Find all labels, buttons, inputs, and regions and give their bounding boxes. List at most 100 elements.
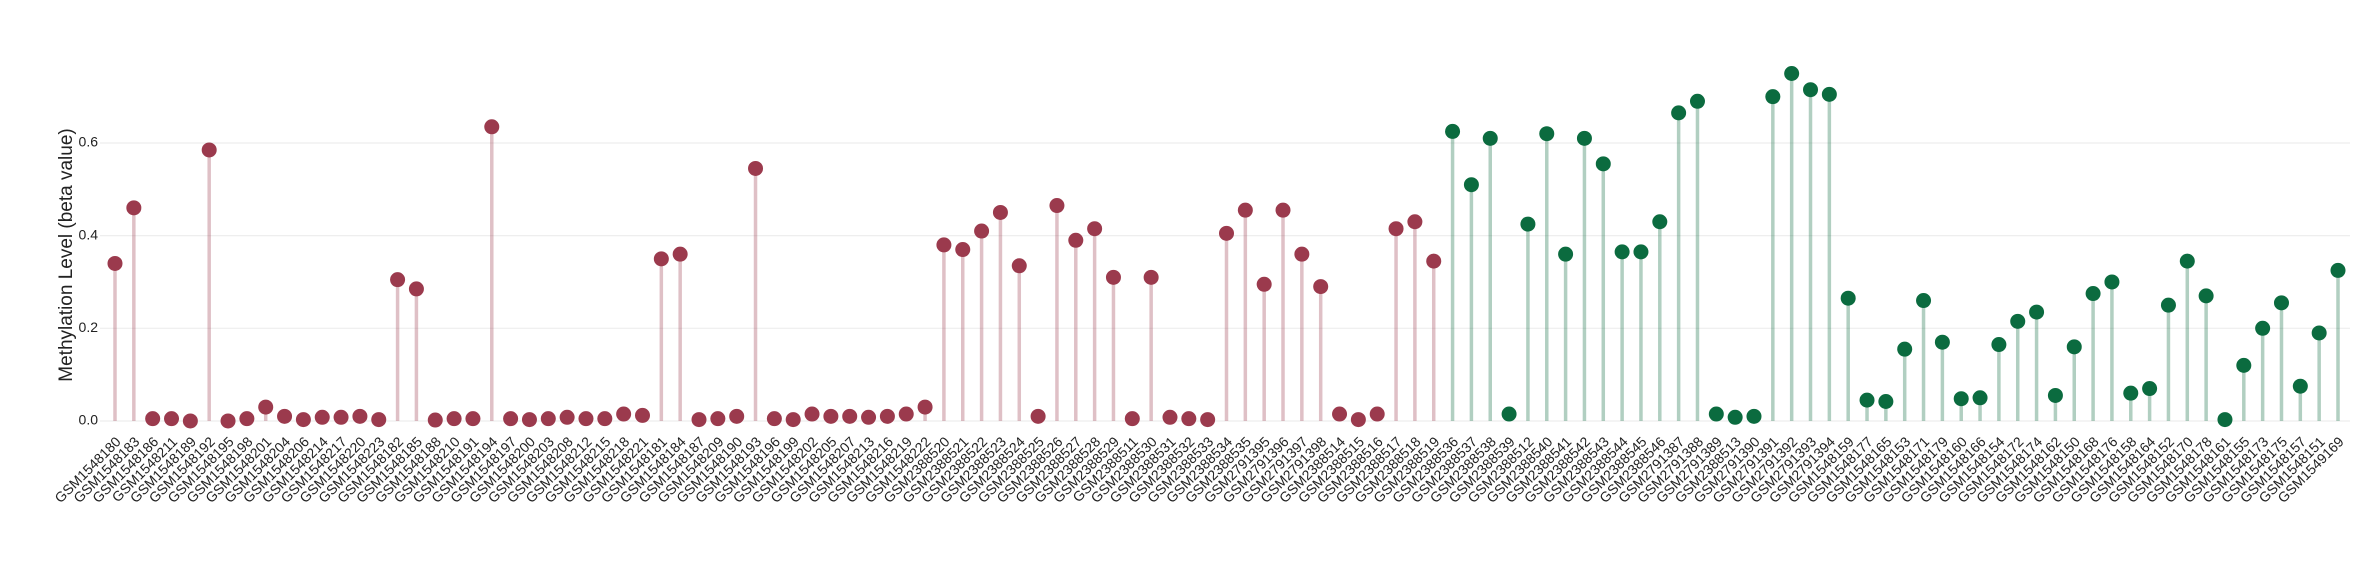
marker (1784, 65, 1800, 81)
marker (2160, 297, 2176, 313)
marker (2236, 357, 2252, 373)
marker (1991, 337, 2007, 353)
marker (1143, 269, 1159, 285)
marker (371, 412, 387, 428)
marker (1878, 394, 1894, 410)
marker (1105, 269, 1121, 285)
marker (1595, 156, 1611, 172)
marker (1614, 244, 1630, 260)
marker (390, 272, 406, 288)
marker (352, 408, 368, 424)
y-tick-label: 0.4 (79, 226, 99, 242)
marker (1652, 214, 1668, 230)
marker (1256, 276, 1272, 292)
marker (1633, 244, 1649, 260)
marker (1558, 246, 1574, 262)
marker (1087, 221, 1103, 237)
marker (1068, 232, 1084, 248)
marker (1219, 225, 1234, 241)
marker (1916, 293, 1932, 309)
marker (1011, 258, 1027, 274)
marker (427, 412, 443, 428)
y-tick-label: 0.6 (79, 134, 99, 150)
marker (126, 200, 142, 216)
marker (1897, 341, 1913, 357)
marker (2047, 387, 2063, 403)
marker (2330, 262, 2346, 278)
marker (107, 255, 123, 271)
marker (1369, 406, 1385, 422)
marker (1520, 216, 1536, 232)
marker (748, 160, 764, 176)
marker (1840, 290, 1856, 306)
marker (314, 409, 330, 425)
marker (1445, 123, 1461, 139)
marker (2255, 320, 2271, 336)
marker (879, 408, 895, 424)
marker (1859, 392, 1875, 408)
marker (1200, 412, 1216, 428)
marker (1332, 406, 1348, 422)
marker (465, 411, 481, 427)
marker (578, 411, 594, 427)
marker (710, 411, 726, 427)
marker (1727, 409, 1743, 425)
marker (1463, 177, 1479, 193)
marker (634, 407, 650, 423)
marker (898, 406, 914, 422)
marker (1313, 279, 1329, 295)
marker (503, 411, 519, 427)
marker (145, 411, 161, 427)
marker (2104, 274, 2120, 290)
marker (1388, 221, 1404, 237)
marker (992, 204, 1008, 220)
marker (2179, 253, 2195, 269)
marker (823, 408, 839, 424)
marker (1972, 390, 1988, 406)
marker (1501, 406, 1517, 422)
marker (1162, 409, 1178, 425)
marker (446, 411, 462, 427)
marker (1689, 93, 1705, 109)
marker (521, 412, 537, 428)
marker (2142, 381, 2158, 397)
marker (220, 413, 236, 429)
marker (333, 409, 349, 425)
marker (1407, 214, 1423, 230)
marker (2311, 325, 2327, 341)
marker (182, 413, 198, 429)
marker (2085, 286, 2101, 302)
marker (597, 411, 613, 427)
marker (408, 281, 424, 297)
marker (2292, 378, 2308, 394)
marker (1049, 198, 1065, 214)
marker (239, 411, 255, 427)
marker (1708, 406, 1724, 422)
marker (1765, 89, 1781, 105)
y-axis-title: Methylation Level (beta value) (56, 128, 77, 381)
marker (842, 408, 858, 424)
marker (484, 119, 500, 135)
marker (1426, 253, 1442, 269)
marker (295, 412, 311, 428)
y-tick-label: 0.0 (79, 412, 99, 428)
marker (1821, 86, 1837, 102)
marker (1803, 82, 1819, 98)
marker (258, 399, 274, 415)
marker (2010, 313, 2026, 329)
marker (955, 242, 971, 258)
marker (201, 142, 217, 158)
marker (1934, 334, 1950, 350)
marker (164, 411, 180, 427)
marker (861, 409, 877, 425)
marker (2273, 295, 2289, 311)
marker (766, 411, 782, 427)
marker (1350, 412, 1366, 428)
marker (2123, 385, 2139, 401)
marker (672, 246, 688, 262)
marker (1275, 202, 1291, 218)
marker (1539, 126, 1555, 142)
marker (1953, 391, 1969, 407)
marker (1030, 408, 1046, 424)
marker (1576, 130, 1592, 146)
